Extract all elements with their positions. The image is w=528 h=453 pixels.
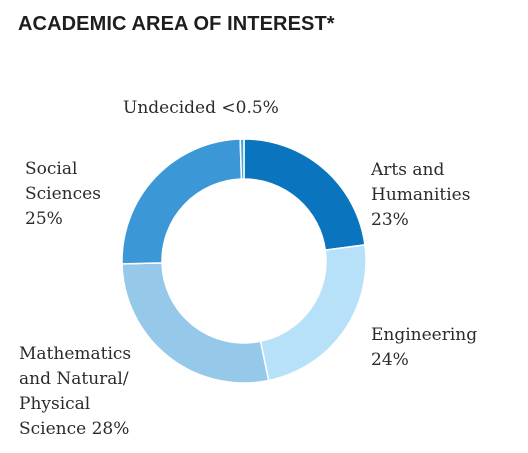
donut-slice-social-sciences: [121, 138, 243, 265]
donut-slice-undecided: [239, 138, 245, 180]
chart-title: ACADEMIC AREA OF INTEREST*: [18, 13, 335, 35]
donut-slice-arts-and-humanities: [243, 138, 366, 251]
slice-label-social: Social Sciences 25%: [25, 159, 101, 229]
slice-label-math: Mathematics and Natural/ Physical Scienc…: [19, 344, 132, 439]
donut-slice-engineering: [259, 243, 367, 382]
slice-label-engineering: Engineering 24%: [371, 325, 478, 370]
slice-label-arts: Arts and Humanities 23%: [371, 160, 471, 230]
slice-label-undecided: Undecided <0.5%: [123, 98, 279, 118]
donut-slice-mathematics-and-natural-physical-science: [121, 262, 270, 384]
